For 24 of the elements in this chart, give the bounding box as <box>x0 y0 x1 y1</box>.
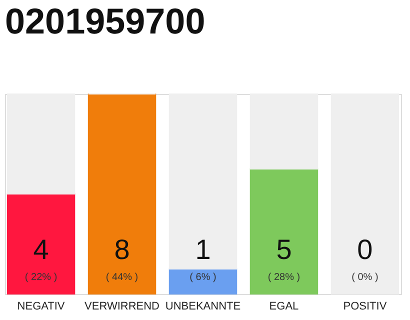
bar <box>6 94 76 194</box>
data-label: 1 <box>195 234 211 265</box>
x-tick-label: NEGATIV <box>17 300 66 312</box>
bar <box>330 94 400 294</box>
x-tick-label: UNBEKANNTE <box>165 300 241 312</box>
bar <box>6 194 76 294</box>
bar <box>250 168 318 294</box>
annotation: ( 6% ) <box>190 272 216 283</box>
data-label: 0 <box>357 234 373 265</box>
bar <box>88 94 156 294</box>
annotation: ( 22% ) <box>24 272 58 283</box>
data-label: 5 <box>276 234 292 265</box>
annotation: ( 44% ) <box>106 272 138 283</box>
data-label: 8 <box>114 234 130 265</box>
data-label: 4 <box>33 234 49 265</box>
x-tick-label: EGAL <box>269 300 299 312</box>
x-tick-label: VERWIRREND <box>84 300 160 312</box>
bar <box>168 268 238 294</box>
annotation: ( 0% ) <box>352 272 378 283</box>
x-tick-label: POSITIV <box>343 300 388 312</box>
annotation: ( 28% ) <box>268 272 300 283</box>
bar <box>168 94 238 270</box>
bar <box>250 94 318 170</box>
chart-title: 0201959700 <box>5 0 206 42</box>
